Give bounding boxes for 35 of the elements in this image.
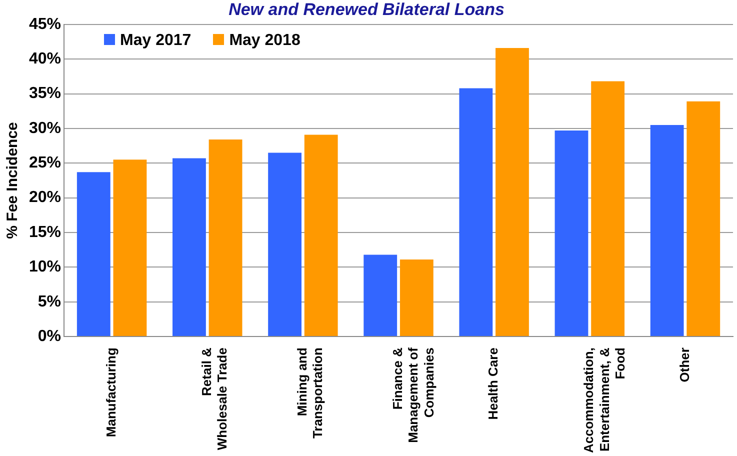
bar: [172, 158, 206, 336]
bar: [650, 124, 684, 336]
y-tick-label: 40%: [28, 50, 62, 68]
y-tick-label: 30%: [28, 120, 62, 137]
legend-label: May 2018: [228, 32, 300, 50]
bar: [113, 160, 147, 336]
bar: [686, 101, 720, 336]
y-tick-label: 15%: [28, 224, 62, 241]
y-tick-label: 35%: [28, 85, 62, 102]
x-tick-label: Accommodation, Entertainment, & Food: [581, 347, 628, 454]
y-tick-label: 5%: [38, 293, 62, 310]
bar: [304, 134, 338, 336]
y-tick-label: 10%: [28, 258, 62, 276]
y-axis-title: % Fee Incidence: [4, 122, 22, 239]
y-tick-label: 0%: [38, 328, 62, 345]
bar: [400, 260, 434, 336]
bar: [554, 130, 588, 336]
x-tick-label: Other: [676, 348, 692, 382]
legend-label: May 2017: [119, 32, 192, 50]
bar: [76, 172, 110, 336]
bar: [496, 48, 529, 336]
x-tick-label: Mining and Transportation: [294, 347, 326, 439]
x-tick-label: Manufacturing: [103, 347, 118, 438]
x-tick-label: Finance & Management of Companies: [390, 346, 436, 443]
chart-title: New and Renewed Bilateral Loans: [228, 0, 504, 19]
x-tick-label: Health Care: [486, 348, 501, 420]
y-tick-label: 45%: [28, 16, 62, 33]
bar: [591, 81, 625, 336]
bar: [459, 88, 493, 336]
bar: [364, 254, 398, 336]
x-tick-label: Retail & Wholesale Trade: [198, 348, 230, 450]
bar: [208, 140, 242, 336]
bar: [268, 152, 302, 336]
y-tick-label: 25%: [28, 154, 62, 172]
y-tick-label: 20%: [28, 189, 62, 206]
